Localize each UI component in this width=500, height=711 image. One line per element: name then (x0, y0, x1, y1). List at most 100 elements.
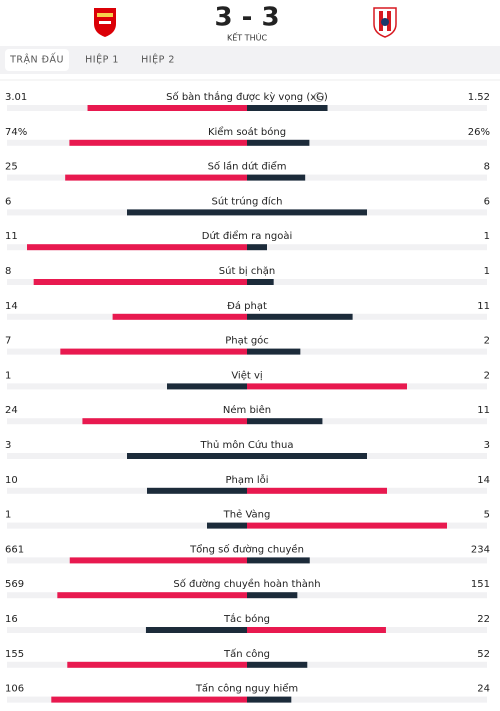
away-value: 5 (484, 510, 490, 521)
away-value: 3 (484, 440, 490, 451)
home-value: 1 (5, 370, 11, 381)
stat-label: Ném biên (223, 404, 271, 416)
stat-label: Việt vị (231, 369, 262, 381)
home-value: 6 (5, 196, 11, 207)
away-value: 1 (484, 266, 490, 277)
stat-label: Phạt góc (225, 335, 269, 347)
away-bar (247, 244, 267, 251)
stat-label: Sút trúng đích (212, 195, 283, 207)
home-value: 25 (5, 162, 18, 173)
away-value: 22 (477, 614, 490, 625)
away-bar (247, 105, 328, 111)
home-value: 106 (5, 684, 24, 695)
home-bar (127, 453, 247, 459)
tab[interactable]: HIỆP 2 (141, 54, 175, 66)
home-bar (82, 418, 247, 425)
away-value: 52 (477, 649, 490, 660)
home-value: 10 (5, 475, 18, 486)
tab-active-bg (5, 49, 69, 71)
away-bar (247, 279, 274, 285)
home-value: 3.01 (5, 92, 27, 103)
home-team-logo (94, 8, 116, 37)
home-bar (207, 522, 247, 529)
home-bar (51, 696, 247, 703)
away-bar (247, 348, 301, 355)
tab[interactable]: HIỆP 1 (85, 54, 119, 66)
home-bar (127, 209, 247, 216)
tab-bar (0, 46, 500, 74)
home-value: 74% (5, 127, 27, 138)
away-value: 234 (471, 544, 490, 555)
away-value: 14 (477, 475, 490, 486)
home-bar (65, 174, 247, 181)
away-team-logo (373, 7, 397, 38)
stat-label: Số bàn thắng được kỳ vọng (xG) (166, 90, 328, 103)
home-value: 8 (5, 266, 11, 277)
home-bar (112, 313, 247, 320)
away-bar (247, 487, 387, 494)
away-value: 11 (477, 301, 490, 312)
home-value: 155 (5, 649, 24, 660)
home-bar (147, 487, 247, 494)
stat-label: Đá phạt (227, 300, 267, 312)
away-bar (247, 661, 308, 668)
stat-label: Số đường chuyền hoàn thành (173, 578, 320, 590)
tab[interactable]: TRẬN ĐẤU (9, 54, 64, 66)
stat-label: Dứt điểm ra ngoài (202, 229, 292, 242)
away-value: 26% (468, 127, 490, 138)
home-bar (60, 348, 248, 355)
away-value: 8 (484, 162, 490, 173)
score: 3 - 3 (214, 3, 279, 33)
away-bar (247, 522, 447, 529)
home-value: 11 (5, 231, 18, 242)
stat-label: Số lần dứt điểm (208, 160, 287, 173)
home-bar (67, 661, 247, 668)
home-bar (27, 244, 247, 251)
stat-label: Tấn công (223, 648, 270, 660)
stat-label: Tắc bóng (223, 612, 270, 625)
stat-label: Thủ môn Cứu thua (200, 439, 294, 451)
home-value: 24 (5, 405, 18, 416)
away-bar (247, 139, 310, 146)
home-value: 16 (5, 614, 18, 625)
away-bar (247, 383, 407, 390)
home-value: 661 (5, 544, 24, 555)
away-bar (247, 418, 323, 425)
away-value: 1 (484, 231, 490, 242)
away-bar (247, 453, 367, 459)
info-icon[interactable] (314, 92, 324, 102)
stat-label: Sút bị chặn (219, 265, 275, 277)
stat-label: Tấn công nguy hiểm (195, 682, 298, 695)
away-value: 2 (484, 370, 490, 381)
home-bar (69, 139, 248, 146)
away-value: 1.52 (468, 92, 490, 103)
match-status: KẾT THÚC (227, 32, 267, 43)
away-bar (247, 209, 367, 216)
home-bar (69, 557, 248, 564)
away-bar (247, 557, 310, 564)
away-value: 11 (477, 405, 490, 416)
stat-label: Thẻ Vàng (223, 509, 271, 521)
away-bar (247, 627, 386, 633)
away-bar (247, 592, 298, 599)
stat-label: Phạm lỗi (225, 473, 268, 486)
home-bar (33, 279, 247, 285)
home-value: 1 (5, 510, 11, 521)
stat-label: Tổng số đường chuyền (189, 542, 304, 555)
away-value: 6 (484, 196, 490, 207)
home-value: 14 (5, 301, 18, 312)
home-value: 569 (5, 579, 24, 590)
home-bar (87, 105, 247, 111)
home-bar (145, 627, 247, 633)
away-bar (247, 313, 353, 320)
home-value: 3 (5, 440, 11, 451)
away-value: 2 (484, 336, 490, 347)
home-bar (57, 592, 248, 599)
away-bar (247, 174, 306, 181)
away-bar (247, 696, 292, 703)
away-value: 24 (477, 684, 490, 695)
away-value: 151 (471, 579, 490, 590)
home-value: 7 (5, 336, 11, 347)
